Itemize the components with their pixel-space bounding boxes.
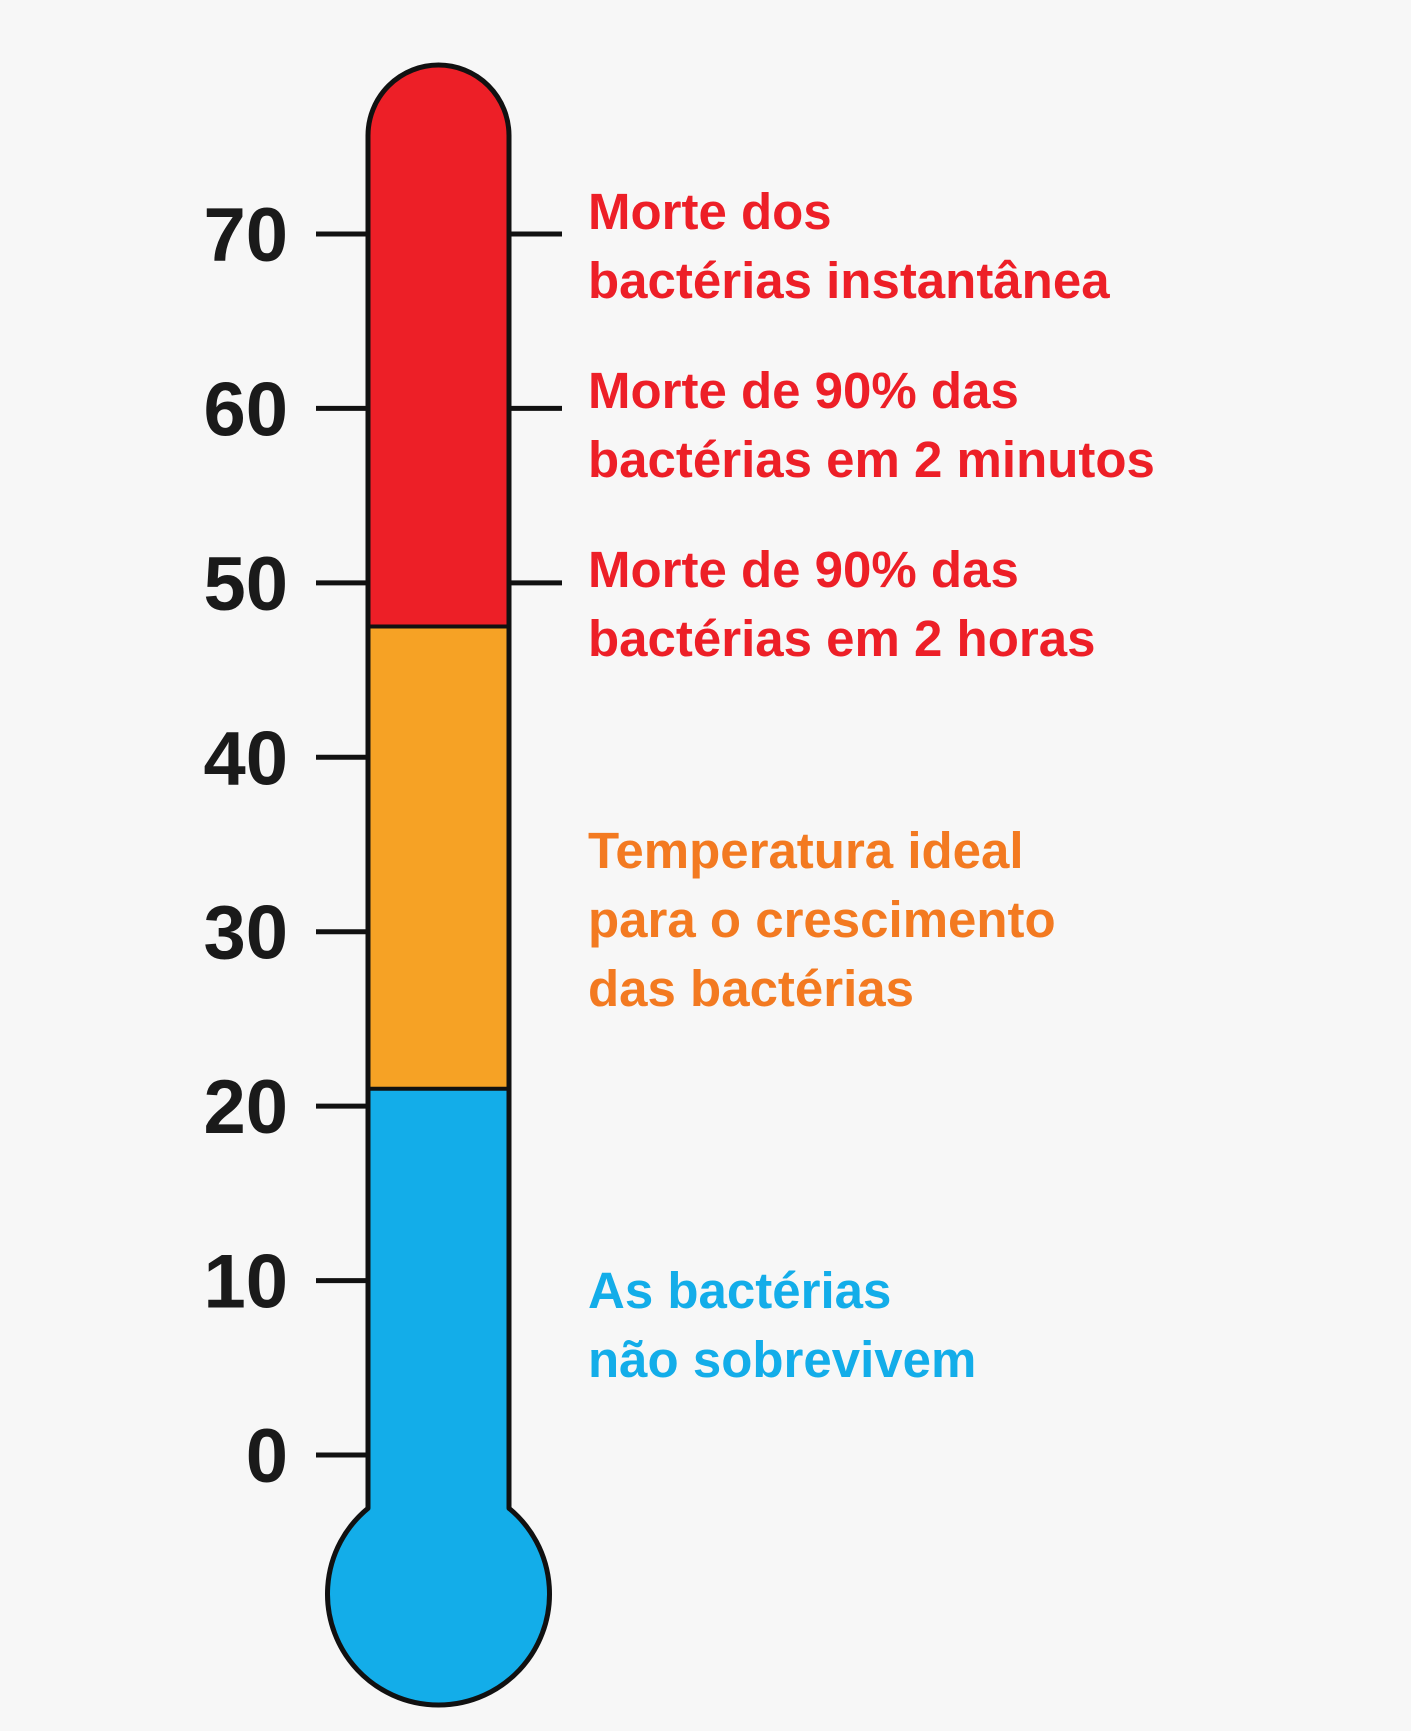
annotation-death-2-hours: Morte de 90% das bactérias em 2 horas xyxy=(588,535,1095,673)
annotation-line: Morte de 90% das xyxy=(588,362,1019,419)
annotation-line: não sobrevivem xyxy=(588,1331,977,1388)
annotation-line: bactérias em 2 horas xyxy=(588,610,1096,667)
annotation-death-2-minutes: Morte de 90% das bactérias em 2 minutos xyxy=(588,356,1155,494)
tick-label-40: 40 xyxy=(203,716,288,801)
tick-label-60: 60 xyxy=(203,367,288,452)
scale-labels: 0 10 20 30 40 50 60 70 xyxy=(203,193,288,1499)
tick-label-70: 70 xyxy=(203,193,288,278)
tick-label-0: 0 xyxy=(246,1414,288,1499)
annotation-line: para o crescimento xyxy=(588,891,1056,948)
annotation-line: Temperatura ideal xyxy=(588,822,1024,879)
annotation-instant-death: Morte dos bactérias instantânea xyxy=(588,177,1110,315)
annotation-line: das bactérias xyxy=(588,960,915,1017)
zone-cold xyxy=(327,1088,550,1705)
annotation-no-survival: As bactérias não sobrevivem xyxy=(588,1256,976,1394)
annotation-line: As bactérias xyxy=(588,1262,892,1319)
annotation-line: Morte dos xyxy=(588,183,832,240)
right-tick-marks xyxy=(509,231,562,586)
tick-label-10: 10 xyxy=(203,1240,288,1325)
tick-label-50: 50 xyxy=(203,542,288,627)
thermometer-outline xyxy=(325,62,552,1708)
tick-label-20: 20 xyxy=(203,1065,288,1150)
annotation-line: Morte de 90% das xyxy=(588,541,1019,598)
left-tick-marks xyxy=(316,231,368,1458)
annotation-line: bactérias instantânea xyxy=(588,252,1110,309)
annotation-line: bactérias em 2 minutos xyxy=(588,431,1155,488)
annotation-ideal-growth: Temperatura ideal para o crescimento das… xyxy=(588,816,1056,1023)
tick-label-30: 30 xyxy=(203,891,288,976)
